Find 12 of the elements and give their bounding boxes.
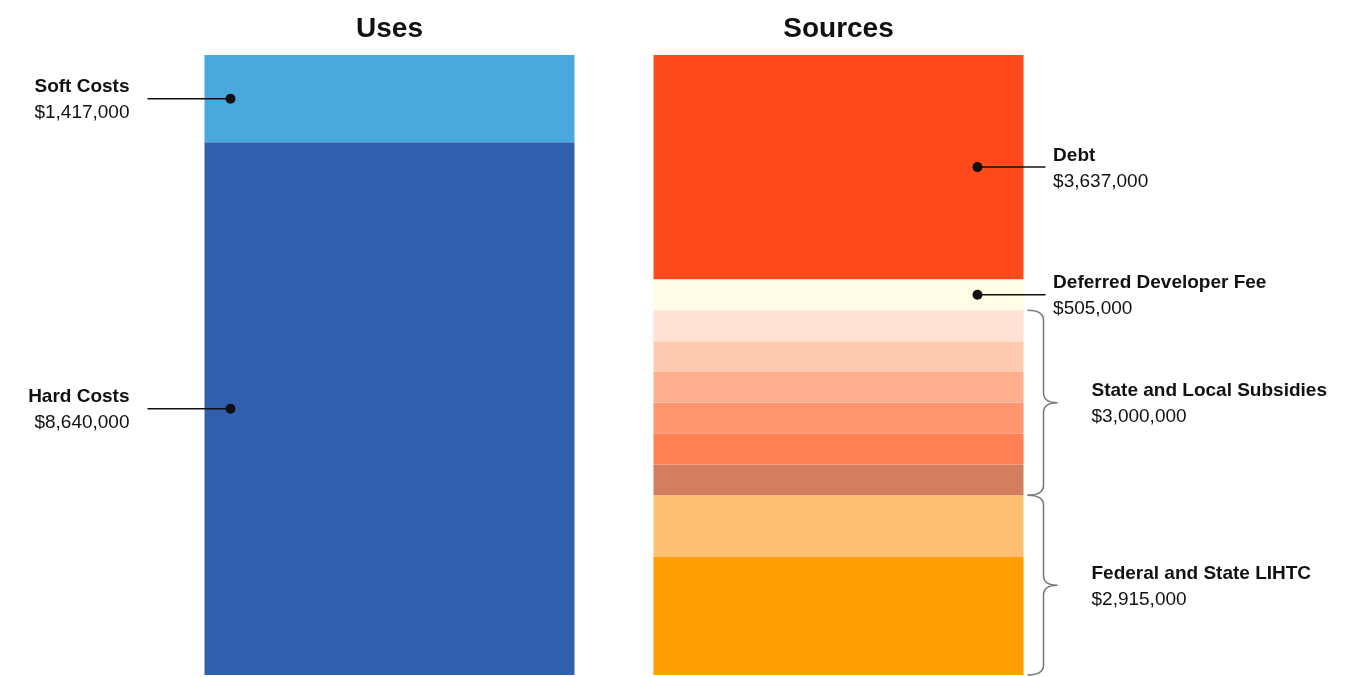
data-label: $505,000 bbox=[1053, 297, 1133, 319]
data-label: $1,417,000 bbox=[34, 101, 130, 123]
annotation: Federal and State LIHTC $2,915,000 bbox=[1091, 561, 1312, 609]
series-label: Debt bbox=[1053, 143, 1096, 165]
data-label: $8,640,000 bbox=[34, 411, 130, 433]
annotation: State and Local Subsidies $3,000,000 bbox=[1091, 379, 1327, 427]
series-label: Deferred Developer Fee bbox=[1053, 271, 1267, 293]
x-tick-label: Uses bbox=[356, 11, 423, 43]
text: Soft Costs bbox=[34, 75, 130, 97]
data-label: $3,637,000 bbox=[1053, 169, 1149, 191]
text: Hard Costs bbox=[28, 385, 130, 407]
x-tick-label: Sources bbox=[783, 11, 894, 43]
